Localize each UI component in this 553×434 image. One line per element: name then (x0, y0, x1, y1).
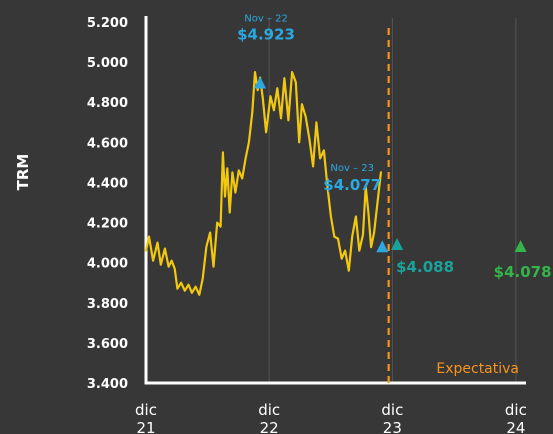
x-tick-label: dic (381, 401, 403, 419)
x-tick-label: 23 (383, 419, 402, 434)
annotation-marker (254, 76, 267, 89)
y-tick-label: 3.600 (87, 337, 128, 352)
y-axis-title: TRM (14, 154, 32, 191)
annotation-marker (391, 238, 404, 251)
y-tick-labels: 5.200 5.000 4.800 4.600 4.400 4.200 4.000 3.800… (87, 16, 128, 392)
y-tick-label: 4.200 (87, 217, 128, 232)
axes (144, 16, 526, 385)
annotations: Nov – 22$4.923 Nov – 23 $4.077 $4.088 $4.078 (237, 14, 551, 281)
x-tick-label: dic (505, 401, 527, 419)
expectation-label: Expectativa (436, 361, 519, 377)
y-tick-label: 4.600 (87, 136, 128, 151)
y-tick-label: 4.000 (87, 257, 128, 272)
grid-lines (268, 18, 517, 383)
y-tick-label: 3.800 (87, 297, 128, 312)
y-tick-label: 4.800 (87, 96, 128, 111)
x-tick-label: 24 (506, 419, 525, 434)
annotation-marker (514, 240, 527, 253)
y-tick-label: 3.400 (87, 377, 128, 392)
annotation-value-label: $4.088 (396, 258, 454, 276)
annotation-date-label: Nov – 22 (244, 14, 288, 25)
x-tick-label: 21 (136, 419, 155, 434)
x-tick-label: 22 (260, 419, 279, 434)
y-tick-label: 5.200 (87, 16, 128, 31)
annotation-value-label: $4.078 (494, 263, 552, 281)
y-tick-label: 5.000 (87, 56, 128, 71)
annotation-marker (376, 240, 389, 253)
y-tick-label: 4.400 (87, 176, 128, 191)
annotation-date-label: Nov – 23 (330, 163, 374, 174)
annotation-value-label: $4.077 (323, 176, 381, 194)
annotation-value-label: $4.923 (237, 26, 295, 44)
expectation-marker: Expectativa (387, 28, 519, 383)
x-tick-label: dic (135, 401, 157, 419)
x-tick-label: dic (258, 401, 280, 419)
